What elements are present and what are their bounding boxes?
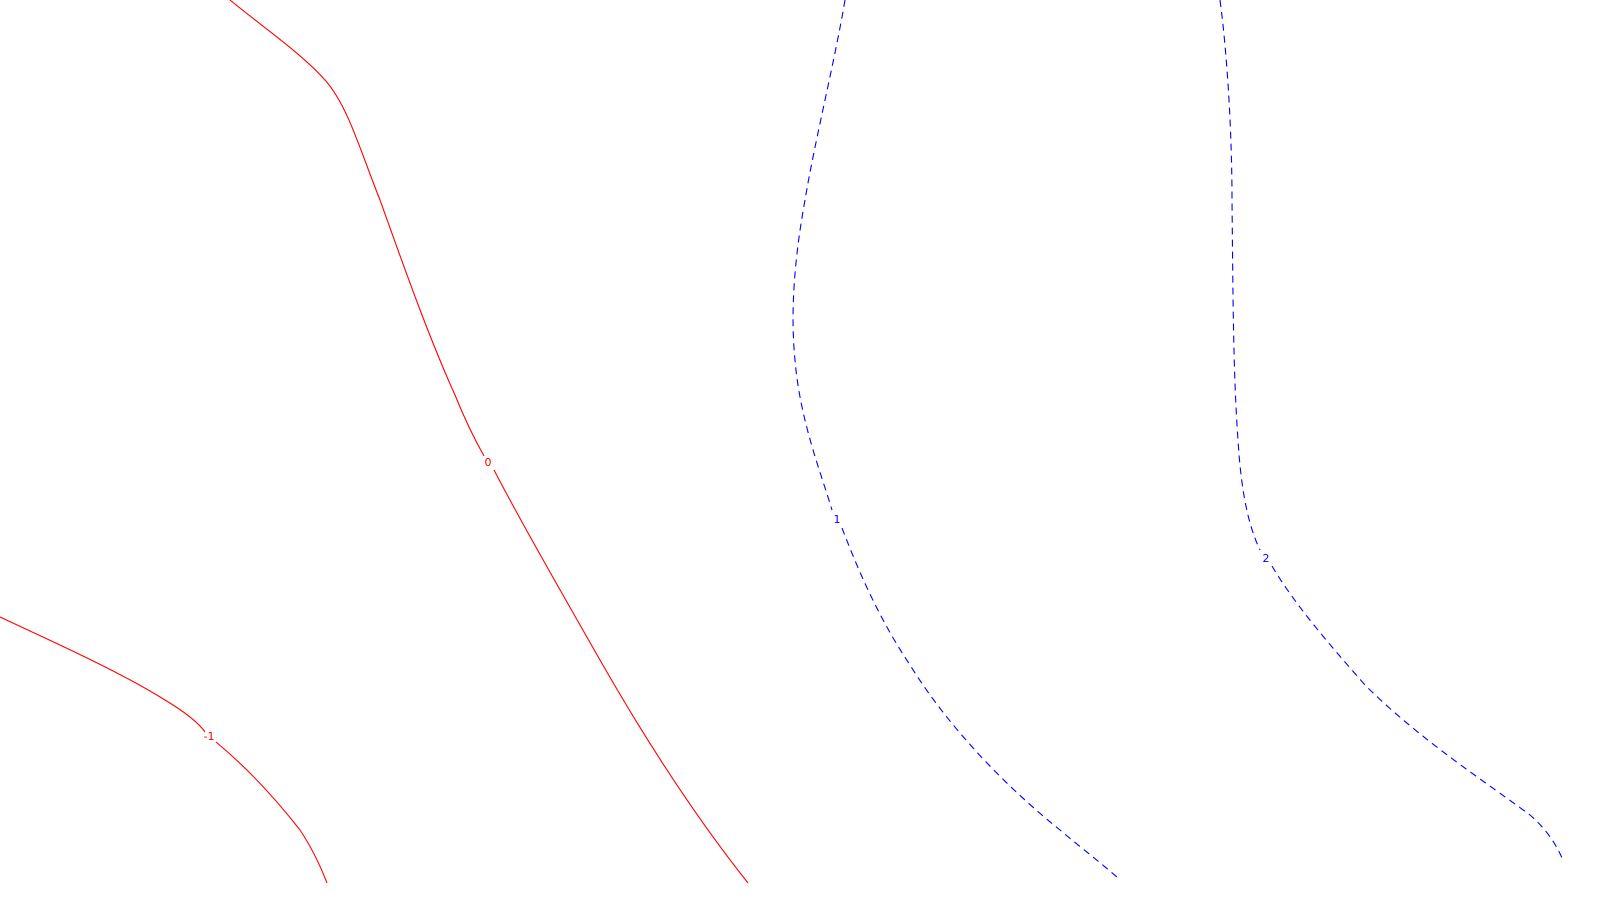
contour-line-2 — [1219, 0, 1563, 859]
contour-line-0 — [229, 0, 749, 884]
contour-label-minus-1: -1 — [204, 730, 215, 743]
contour-label-1: 1 — [834, 513, 841, 526]
contour-label-0: 0 — [485, 456, 492, 469]
contour-label-2: 2 — [1263, 552, 1270, 565]
contour-line-1 — [792, 0, 1119, 879]
contour-line-minus-1 — [0, 616, 328, 884]
